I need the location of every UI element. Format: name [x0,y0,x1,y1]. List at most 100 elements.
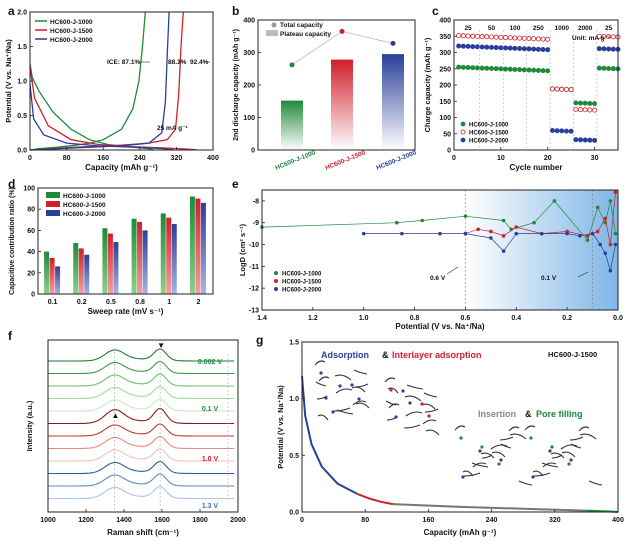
cycle-point [531,36,537,42]
legend-e-marker [274,271,278,275]
potential-adsorption [301,375,358,495]
raman-spectrum [48,435,235,450]
voltage-label: 0.1 V [202,406,219,413]
cycle-point [484,44,490,50]
graphene-layer [424,408,439,413]
raman-spectrum [48,460,235,475]
panel-c-ytick-label: 200 [439,83,451,90]
legend-b-marker [271,22,277,28]
panel-e-xtick-label: 1.2 [308,315,318,322]
graphene-layer [318,376,330,382]
panel-g-ytick-label: 0.5 [289,453,299,460]
panel-b-ylabel: 2nd discharge capacity (mAh g⁻¹) [233,29,240,141]
panel-b-ytick-label: 200 [243,83,255,90]
cycle-point [592,107,598,113]
panel-e-ytick-label: -13 [249,308,259,315]
peak-arrow: ▼ [157,341,165,350]
cycle-point [465,43,471,49]
label-pore: Pore filling [536,409,583,419]
panel-c-ytick-label: 50 [443,131,451,138]
cycle-point [535,67,541,73]
cycle-point [517,67,523,73]
cycle-point [601,33,607,39]
cycle-point [592,101,598,107]
graphene-layer [353,369,368,375]
graphene-layer [421,403,436,410]
annotation-e: 0.6 V [430,275,446,282]
graphene-layer [560,444,578,450]
panel-d-ytick-label: 60 [27,228,35,235]
capacitive-bar [49,257,55,294]
panel-a-ytick-label: 1.5 [17,44,27,51]
panel-d-ytick-label: 40 [27,249,35,256]
category-label-d: 0.2 [77,299,87,306]
cycle-point [587,100,593,106]
legend-e-marker [274,287,278,291]
category-label-b: HC600-J-1000 [274,149,317,172]
panel-d-ytick-label: 0 [31,292,35,299]
graphene-layer [404,395,422,402]
annotation-e: 0.1 V [541,275,557,282]
capacitive-bar [131,218,137,294]
curve-a-3 [29,11,184,151]
annotation-a: 25 mA g⁻¹ [157,125,188,132]
annotation-a: 92.4% [190,59,209,66]
rate-label: 250 [533,25,544,32]
plateau-bar [382,54,404,150]
panel-g-xtick-label: 400 [612,517,624,524]
curve-a-1 [29,11,146,151]
cycle-point [488,34,494,40]
logd-point [552,199,557,203]
logd-point [608,242,613,247]
cycle-point [470,33,476,39]
legend-e-label: HC600-J-1500 [282,280,322,286]
panel-a-ytick-label: 2.0 [17,10,27,17]
curve-a-4 [29,84,175,151]
panel-c-ytick-label: 0 [447,148,451,155]
cycle-point [479,34,485,40]
cycle-point [531,67,537,73]
cycle-point [540,47,546,53]
panel-e-xtick-label: 1.0 [359,315,369,322]
panel-e-xtick-label: 0.8 [410,315,420,322]
cycle-point [460,64,466,70]
panel-d-ytick-label: 20 [27,270,35,277]
cycle-point [610,34,616,40]
cycle-point [517,35,523,41]
panel-g: g 0.0 0.5 1.0 1.5 0 80 160 240 320 400 Potential (V… [256,333,624,537]
cycle-point [582,107,588,113]
graphene-layer [314,360,326,366]
cycle-point [578,107,584,113]
panel-letter-c: c [432,4,439,18]
sodium-ion [480,445,484,449]
cycle-point [507,35,513,41]
cycle-point [573,137,579,143]
sodium-ion [350,383,354,387]
total-capacity-point [289,62,295,68]
sodium-ion [497,462,501,466]
cycle-point [460,33,466,39]
cycle-point [578,100,584,106]
logd-point [603,216,608,221]
panel-a-xtick-label: 160 [97,155,109,162]
graphene-layer [333,407,351,412]
cycle-point [592,137,598,143]
graphene-layer [491,451,506,458]
logd-point [420,218,425,223]
graphene-layer [550,452,565,459]
cycle-point [573,106,579,112]
category-label-b: HC600-J-2000 [375,149,418,172]
panel-f-xtick-label: 1400 [116,517,132,524]
capacitive-bar [44,251,50,294]
graphene-layer [423,392,438,398]
total-capacity-point [390,40,396,46]
sodium-ion [394,415,398,419]
panel-g-xtick-label: 0 [300,517,304,524]
cycle-point [596,46,602,52]
graphene-layer [425,429,440,436]
graphene-layer [471,462,489,468]
graphene-layer [499,436,514,441]
panel-c: c 0 50 100 150 200 250 300 350 400 0 10 20 30 Charge c… [423,4,621,172]
panel-letter-d: d [8,177,15,191]
panel-f-xlabel: Raman shift (cm⁻¹) [107,528,179,537]
